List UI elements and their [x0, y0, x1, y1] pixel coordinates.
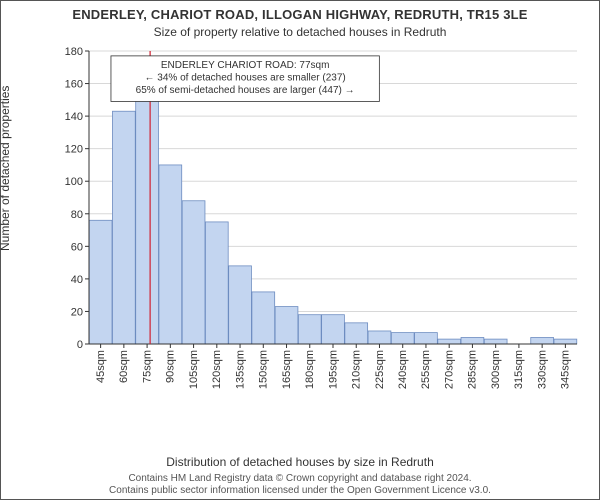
histogram-bar	[368, 331, 391, 344]
chart-subtitle: Size of property relative to detached ho…	[1, 25, 599, 39]
y-tick-label: 20	[71, 306, 83, 318]
x-tick-label: 270sqm	[443, 350, 455, 389]
histogram-bar	[345, 323, 368, 344]
annotation-line: ENDERLEY CHARIOT ROAD: 77sqm	[161, 60, 330, 71]
x-tick-label: 165sqm	[281, 350, 293, 389]
y-tick-label: 120	[65, 144, 83, 156]
histogram-bar	[252, 292, 275, 344]
x-tick-label: 300sqm	[490, 350, 502, 389]
plot-area: 0 20 40 60 80 100 120 140 160 180 45sqm 60sqm 75sqm 9…	[61, 49, 581, 399]
x-tick-label: 150sqm	[258, 350, 270, 389]
histogram-bar	[391, 333, 414, 344]
chart-title: ENDERLEY, CHARIOT ROAD, ILLOGAN HIGHWAY,…	[1, 7, 599, 22]
histogram-bar	[112, 111, 135, 344]
y-tick-label: 160	[65, 79, 83, 91]
x-tick-label: 210sqm	[351, 350, 363, 389]
x-tick-label: 180sqm	[304, 350, 316, 389]
x-tick-label: 105sqm	[188, 350, 200, 389]
histogram-bar	[438, 339, 461, 344]
y-tick-label: 80	[71, 209, 83, 221]
attribution-line-1: Contains HM Land Registry data © Crown c…	[1, 473, 599, 485]
chart-svg: 0 20 40 60 80 100 120 140 160 180 45sqm 60sqm 75sqm 9…	[61, 49, 581, 399]
histogram-bar	[554, 339, 577, 344]
histogram-bar	[531, 337, 554, 344]
histogram-bar	[322, 315, 345, 344]
y-tick-label: 100	[65, 176, 83, 188]
y-tick-label: 140	[65, 111, 83, 123]
y-tick-label: 180	[65, 46, 83, 58]
x-tick-label: 330sqm	[536, 350, 548, 389]
x-tick-label: 225sqm	[374, 350, 386, 389]
x-tick-label: 120sqm	[211, 350, 223, 389]
annotation-line: ← 34% of detached houses are smaller (23…	[145, 72, 346, 83]
histogram-bar	[136, 82, 159, 344]
attribution-line-2: Contains public sector information licen…	[1, 485, 599, 497]
annotation-line: 65% of semi-detached houses are larger (…	[136, 85, 355, 96]
histogram-bar	[182, 201, 205, 344]
y-tick-label: 0	[77, 339, 83, 351]
histogram-bar	[89, 220, 112, 344]
chart-container: ENDERLEY, CHARIOT ROAD, ILLOGAN HIGHWAY,…	[0, 0, 600, 500]
x-tick-label: 315sqm	[513, 350, 525, 389]
x-tick-label: 195sqm	[327, 350, 339, 389]
histogram-bar	[461, 337, 484, 344]
histogram-bar	[298, 315, 321, 344]
histogram-bar	[205, 222, 228, 344]
x-axis-label: Distribution of detached houses by size …	[1, 455, 599, 469]
x-tick-label: 240sqm	[397, 350, 409, 389]
x-tick-label: 255sqm	[420, 350, 432, 389]
histogram-bar	[415, 333, 438, 344]
histogram-bar	[159, 165, 182, 344]
histogram-bar	[229, 266, 252, 344]
attribution-text: Contains HM Land Registry data © Crown c…	[1, 473, 599, 497]
x-tick-label: 345sqm	[560, 350, 572, 389]
y-axis-label: Number of detached properties	[0, 86, 12, 251]
x-tick-label: 135sqm	[234, 350, 246, 389]
histogram-bar	[484, 339, 507, 344]
x-tick-label: 75sqm	[141, 350, 153, 383]
y-tick-label: 60	[71, 241, 83, 253]
x-tick-label: 285sqm	[467, 350, 479, 389]
x-tick-label: 45sqm	[95, 350, 107, 383]
x-tick-label: 60sqm	[118, 350, 130, 383]
x-tick-label: 90sqm	[165, 350, 177, 383]
y-tick-label: 40	[71, 274, 83, 286]
histogram-bar	[275, 307, 298, 344]
